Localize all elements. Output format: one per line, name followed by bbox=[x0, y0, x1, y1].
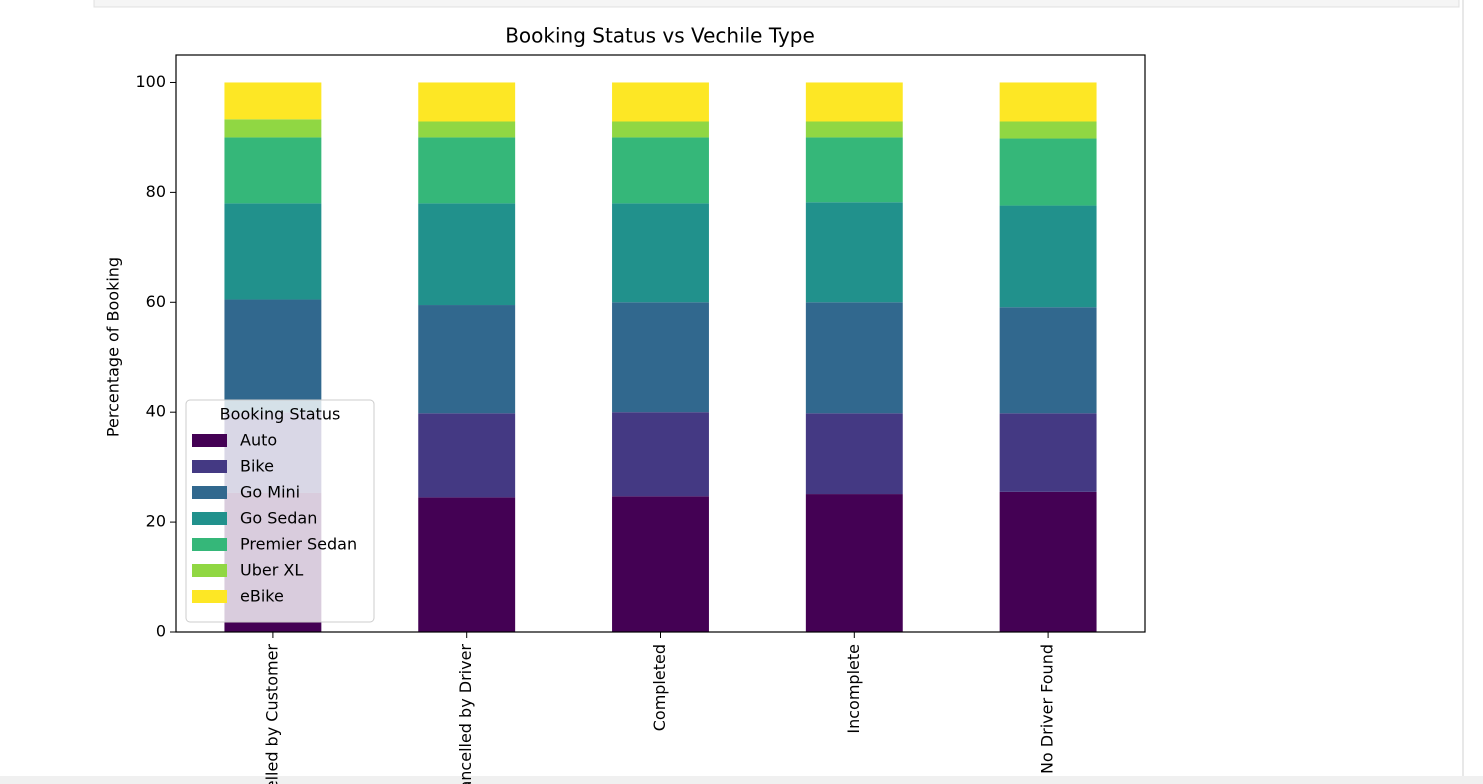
legend-label: Bike bbox=[240, 457, 274, 476]
legend: Booking Status Auto Bike Go Mini Go Sedan Pre… bbox=[185, 399, 375, 623]
x-tick-label: No Driver Found bbox=[1038, 644, 1057, 774]
bar-segment bbox=[805, 494, 903, 632]
bar-segment bbox=[805, 202, 903, 303]
legend-label: Auto bbox=[240, 431, 277, 450]
x-tick-label: Completed bbox=[650, 644, 669, 731]
bar-segment bbox=[224, 203, 322, 300]
legend-label: Uber XL bbox=[240, 561, 303, 580]
bar-segment bbox=[418, 497, 516, 632]
legend-label: Go Mini bbox=[240, 483, 300, 502]
bar-segment bbox=[999, 205, 1097, 308]
bar-segment bbox=[418, 413, 516, 498]
bar-segment bbox=[612, 82, 709, 122]
bar-segment bbox=[999, 121, 1097, 139]
bar-segment bbox=[999, 491, 1097, 632]
bar-segment bbox=[224, 119, 322, 138]
output-cell-top bbox=[93, 0, 1460, 8]
y-tick-label: 40 bbox=[146, 402, 166, 421]
bar-segment bbox=[612, 302, 709, 413]
bar-segment bbox=[612, 121, 709, 138]
bottom-bar bbox=[0, 776, 1483, 784]
x-tick-label: Cancelled by Driver bbox=[456, 644, 475, 784]
y-tick-label: 100 bbox=[135, 72, 166, 91]
bar-segment bbox=[224, 82, 322, 120]
bar-segment bbox=[805, 82, 903, 122]
legend-label: Go Sedan bbox=[240, 509, 317, 528]
x-tick-label: Cancelled by Customer bbox=[262, 644, 281, 784]
bar-segment bbox=[999, 307, 1097, 414]
bar-segment bbox=[999, 138, 1097, 206]
y-tick-label: 80 bbox=[146, 182, 166, 201]
bar-segment bbox=[224, 137, 322, 204]
bar-segment bbox=[418, 203, 516, 306]
y-tick-label: 0 bbox=[156, 622, 166, 641]
bar-segment bbox=[418, 121, 516, 138]
legend-swatch bbox=[192, 460, 227, 473]
bar-segment bbox=[805, 121, 903, 138]
bar-segment bbox=[612, 203, 709, 303]
bar-segment bbox=[999, 82, 1097, 122]
y-tick-label: 60 bbox=[146, 292, 166, 311]
bar-segment bbox=[999, 413, 1097, 492]
legend-swatch bbox=[192, 486, 227, 499]
x-tick-label: Incomplete bbox=[844, 644, 863, 734]
bar-segment bbox=[418, 82, 516, 122]
bar-segment bbox=[224, 299, 322, 413]
legend-label: Premier Sedan bbox=[240, 535, 357, 554]
legend-swatch bbox=[192, 564, 227, 577]
legend-swatch bbox=[192, 538, 227, 551]
bar-segment bbox=[612, 412, 709, 497]
bar-segment bbox=[418, 137, 516, 204]
bar-segment bbox=[612, 137, 709, 204]
y-tick-label: 20 bbox=[146, 512, 166, 531]
legend-swatch bbox=[192, 434, 227, 447]
legend-swatch bbox=[192, 590, 227, 603]
legend-swatch bbox=[192, 512, 227, 525]
y-axis-label: Percentage of Booking bbox=[104, 257, 123, 437]
plot: 0 20 40 60 80 100 Cancelled by Customer Cancell… bbox=[135, 54, 1146, 784]
bar-segment bbox=[805, 413, 903, 495]
bar-segment bbox=[805, 137, 903, 203]
bar-segment bbox=[805, 302, 903, 414]
legend-label: eBike bbox=[240, 587, 284, 606]
bar-segment bbox=[612, 496, 709, 632]
chart-title: Booking Status vs Vechile Type bbox=[505, 24, 815, 48]
legend-title: Booking Status bbox=[220, 405, 341, 424]
bar-segment bbox=[418, 305, 516, 414]
axes-frame bbox=[175, 54, 1146, 633]
legend-box bbox=[185, 399, 375, 623]
